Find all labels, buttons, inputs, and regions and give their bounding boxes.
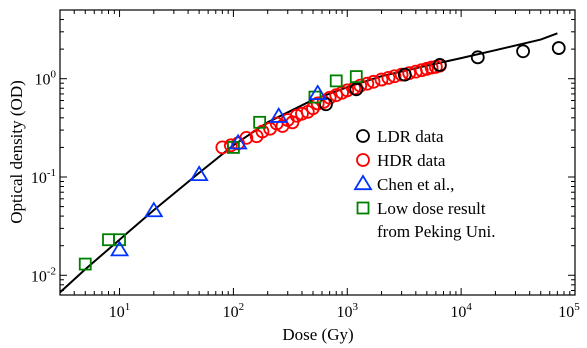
point-chen-et-al <box>109 240 130 257</box>
point-chen-et-al <box>228 133 248 150</box>
legend-marker-hdr-data <box>356 153 370 167</box>
legend-label: Chen et al., <box>377 175 454 194</box>
point-low-dose-result <box>102 233 115 247</box>
x-tick-label: 101 <box>109 301 131 321</box>
point-hdr-data <box>374 72 389 87</box>
point-ldr-data <box>432 58 447 72</box>
x-axis-label: Dose (Gy) <box>282 325 353 344</box>
point-hdr-data <box>255 124 270 139</box>
point-low-dose-result <box>329 74 343 88</box>
point-chen-et-al <box>144 201 164 218</box>
plot-frame <box>59 9 576 296</box>
legend-label: Low dose result <box>377 199 486 218</box>
point-hdr-data <box>414 63 429 78</box>
point-ldr-data <box>551 41 566 55</box>
legend-label: LDR data <box>377 127 444 146</box>
point-chen-et-al <box>308 84 328 101</box>
x-tick-label: 105 <box>558 301 580 321</box>
point-hdr-data <box>387 69 402 84</box>
point-hdr-data <box>223 138 238 153</box>
x-tick-label: 104 <box>450 301 472 321</box>
point-hdr-data <box>381 70 396 85</box>
point-low-dose-result <box>78 257 92 271</box>
point-low-dose-result <box>349 70 363 84</box>
point-hdr-data <box>353 78 368 93</box>
legend-marker-ldr-data <box>356 129 370 143</box>
point-ldr-data <box>516 44 530 59</box>
legend-label: HDR data <box>377 151 446 170</box>
legend-label-line2: from Peking Uni. <box>377 222 496 241</box>
x-tick-label: 103 <box>337 301 359 321</box>
point-hdr-data <box>215 140 230 155</box>
y-tick-label: 10-1 <box>31 167 56 187</box>
point-ldr-data <box>397 67 412 82</box>
legend-marker-low-dose-result <box>356 201 370 215</box>
data-layer <box>59 32 566 294</box>
point-low-dose-result <box>113 233 126 247</box>
legend: LDR data HDR data Chen et al., Low dose res… <box>353 127 496 241</box>
point-ldr-data <box>349 82 364 97</box>
fit-curve <box>59 32 558 294</box>
point-low-dose-result <box>253 115 267 129</box>
x-tick-label: 102 <box>223 301 245 321</box>
ticks-layer: 101 102 103 104 105 10-2 10-1 100 <box>31 9 580 321</box>
point-hdr-data <box>360 76 375 91</box>
point-chen-et-al <box>269 107 289 123</box>
point-hdr-data <box>366 74 381 89</box>
legend-marker-chen-et-al <box>353 174 373 191</box>
y-tick-label: 10-2 <box>31 265 56 285</box>
y-axis-label: Optical density (OD) <box>7 80 26 224</box>
point-hdr-data <box>295 106 309 121</box>
point-chen-et-al <box>189 165 209 182</box>
y-tick-label: 100 <box>35 69 57 89</box>
point-hdr-data <box>340 83 355 98</box>
point-ldr-data <box>470 50 485 65</box>
